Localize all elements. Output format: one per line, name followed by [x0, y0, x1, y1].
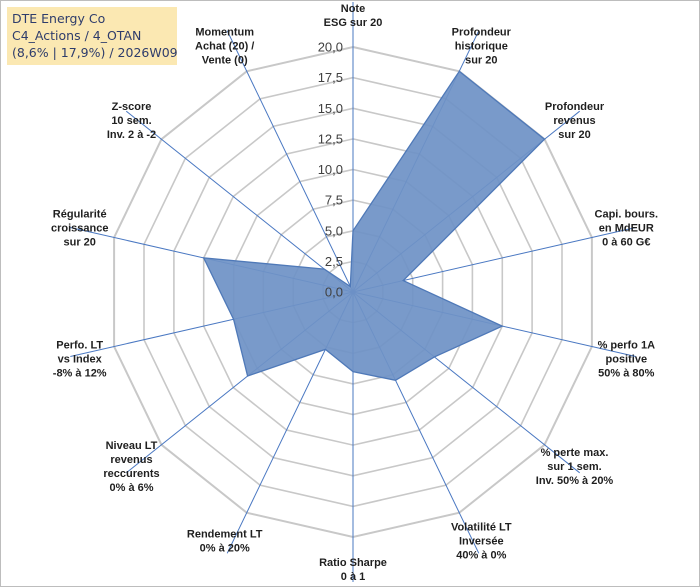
tick-label: 2,5: [325, 254, 343, 269]
axis-label: Z-score 10 sem. Inv. 2 à -2: [107, 101, 156, 141]
chart-title-stats: (8,6% | 17,9%) / 2026W09: [12, 45, 178, 60]
axis-label: Volatilité LT Inversée 40% à 0%: [451, 522, 512, 562]
axis-label: Profondeur historique sur 20: [452, 27, 512, 67]
chart-title-box: DTE Energy Co C4_Actions / 4_OTAN (8,6% …: [7, 7, 178, 65]
tick-label: 12,5: [318, 131, 343, 146]
axis-label: Ratio Sharpe 0 à 1: [319, 557, 387, 583]
axis-label: Note ESG sur 20: [324, 3, 383, 29]
axis-label: % perte max. sur 1 sem. Inv. 50% à 20%: [536, 447, 614, 487]
axis-label: Perfo. LT vs Index -8% à 12%: [53, 340, 107, 380]
axis-label: Rendement LT 0% à 20%: [187, 529, 263, 555]
tick-label: 20,0: [318, 40, 343, 55]
axis-label: Régularité croissance sur 20: [51, 208, 108, 248]
chart-title-company: DTE Energy Co: [12, 11, 106, 26]
axis-label: % perfo 1A positive 50% à 80%: [598, 340, 656, 380]
axis-labels: Note ESG sur 20 Profondeur historique sur 20…: [51, 3, 658, 583]
chart-title-category: C4_Actions / 4_OTAN: [12, 28, 142, 43]
axis-label: Capi. bours. en MdEUR 0 à 60 G€: [595, 208, 659, 248]
radar-area-layer: [202, 70, 546, 381]
radar-series-area: [202, 70, 546, 381]
axis-label: Profondeur revenus sur 20: [545, 101, 605, 141]
tick-label: 0,0: [325, 285, 343, 300]
axis-spoke: [125, 110, 354, 293]
axis-label: Momentum Achat (20) / Vente (0): [195, 27, 254, 67]
tick-label: 17,5: [318, 70, 343, 85]
tick-label: 7,5: [325, 193, 343, 208]
tick-label: 15,0: [318, 101, 343, 116]
tick-label: 10,0: [318, 162, 343, 177]
axis-label: Niveau LT revenus reccurents 0% à 6%: [103, 440, 159, 494]
tick-label: 5,0: [325, 223, 343, 238]
axis-spoke: [226, 30, 354, 293]
radial-tick-labels: 0,0 2,5 5,0 7,5 10,0 12,5 15,0 17,5 20,0: [318, 40, 343, 300]
